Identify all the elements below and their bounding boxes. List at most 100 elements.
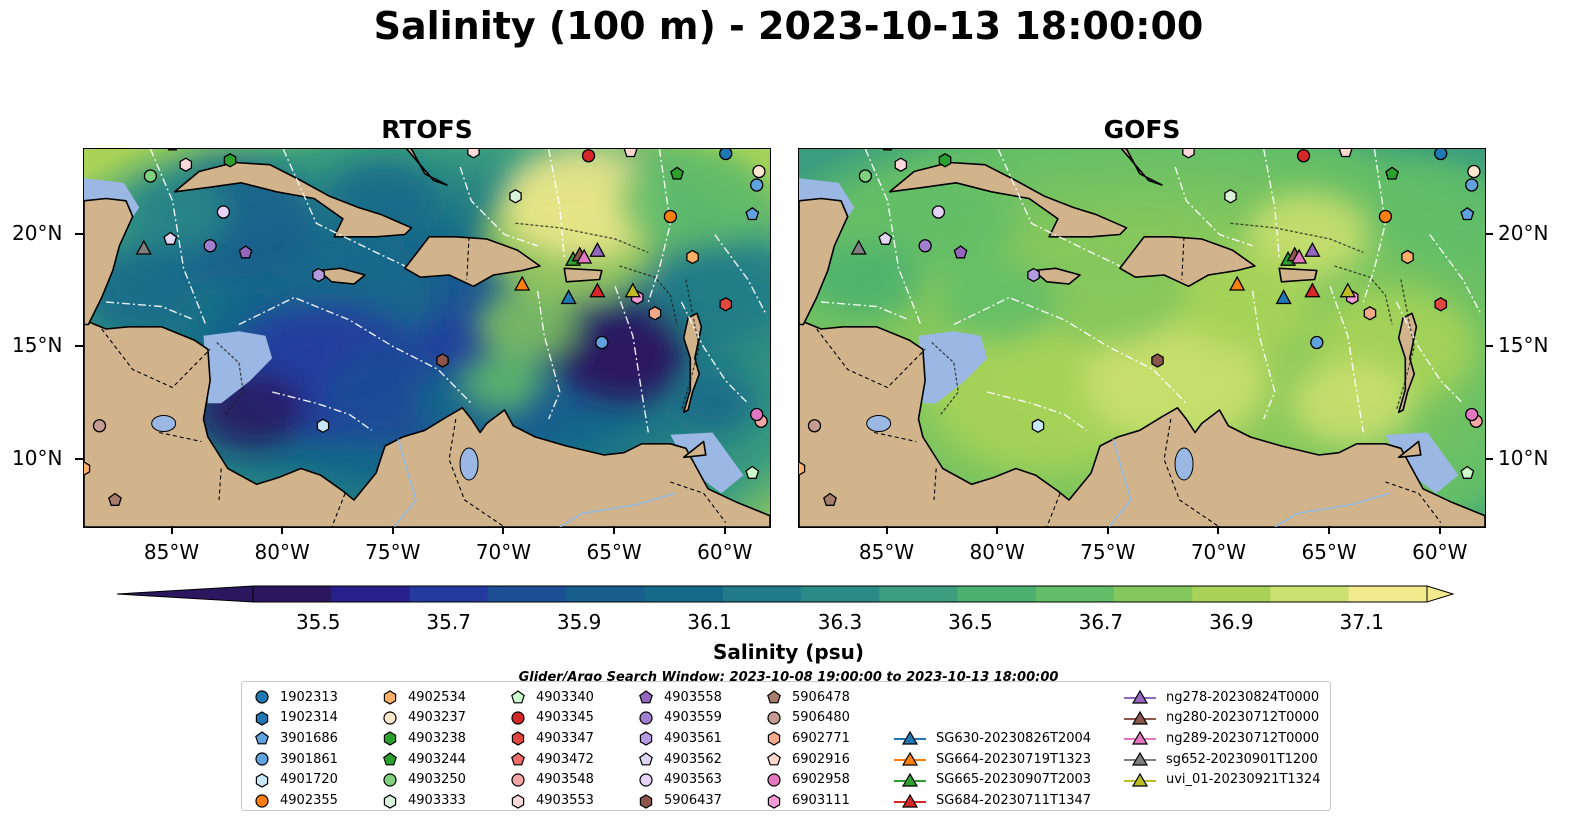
argo-marker-6902771 — [648, 306, 662, 321]
legend-label: 4903340 — [536, 689, 594, 705]
argo-marker-4903558 — [238, 245, 253, 259]
glider-legend-icon — [1124, 772, 1156, 787]
argo-marker-5906437 — [1151, 353, 1164, 368]
land-puerto-rico — [1278, 267, 1318, 283]
argo-marker-4903559 — [918, 239, 932, 253]
argo-marker-3901861 — [1310, 335, 1324, 350]
lon-tick-mark — [502, 526, 505, 534]
legend-item-5906478: 5906478 — [766, 687, 850, 707]
colorbar-segment — [331, 586, 411, 602]
argo-marker-1902313 — [719, 149, 733, 161]
colorbar-tick-label: 35.7 — [426, 610, 471, 634]
legend-label: 4901720 — [280, 772, 338, 788]
lon-tick-mark — [170, 526, 173, 534]
lon-tick-label: 65°W — [1301, 540, 1357, 564]
legend-item-5906437: 5906437 — [638, 791, 722, 811]
legend-label: 4903558 — [664, 689, 722, 705]
lon-tick-mark — [613, 526, 616, 534]
argo-marker-5906478 — [823, 492, 837, 506]
land-jamaica — [317, 267, 366, 285]
legend-label: 5906478 — [792, 689, 850, 705]
lon-tick-label: 75°W — [1080, 540, 1136, 564]
argo-legend-icon — [511, 793, 525, 809]
legend-item-1902314: 1902314 — [254, 708, 338, 728]
glider-marker-ng278-20230824T0000 — [1304, 241, 1321, 257]
glider-legend-icon — [1124, 689, 1156, 704]
legend-item-4903553: 4903553 — [510, 791, 594, 811]
argo-legend-icon — [255, 773, 269, 788]
argo-legend-icon — [511, 690, 525, 704]
legend-item-SG630-20230826T2004: SG630-20230826T2004 — [894, 728, 1091, 748]
argo-marker-4903333 — [1224, 189, 1237, 204]
argo-marker-4902534 — [1401, 249, 1414, 265]
land-central-america — [84, 319, 770, 527]
legend-item-4903472: 4903472 — [510, 749, 594, 769]
argo-legend-icon — [767, 690, 781, 704]
argo-marker-3901861 — [595, 335, 609, 350]
colorbar-tick-label: 36.7 — [1078, 610, 1124, 634]
lat-tick-label-left: 10°N — [12, 445, 63, 470]
legend-item-4903548: 4903548 — [510, 770, 594, 790]
legend-label: ng280-20230712T0000 — [1166, 710, 1320, 726]
argo-legend-icon — [639, 711, 653, 725]
argo-legend-icon — [383, 731, 397, 747]
legend-item-ng289-20230712T0000: ng289-20230712T0000 — [1124, 728, 1319, 748]
legend-item-3901861: 3901861 — [254, 749, 338, 769]
argo-legend-icon — [639, 793, 653, 809]
argo-legend-icon — [383, 752, 397, 766]
lat-tick-mark — [75, 345, 83, 347]
lon-tick-label: 80°W — [254, 540, 310, 564]
legend-label: 6902958 — [792, 772, 850, 788]
argo-marker-4903553 — [894, 157, 908, 172]
colorbar-segment — [957, 586, 1037, 602]
argo-marker-4903250 — [858, 169, 873, 183]
legend-label: 5906437 — [664, 793, 722, 808]
colorbar-tick-label: 35.9 — [556, 610, 602, 634]
lon-tick-mark — [1328, 526, 1331, 534]
argo-legend-icon — [255, 793, 269, 808]
legend-item-1902313: 1902313 — [254, 687, 338, 707]
land-yucatan — [84, 197, 134, 326]
glider-marker-uvi_01-20230921T1324 — [1339, 282, 1356, 298]
land-lesser-antilles — [1397, 312, 1418, 414]
lon-tick-label: 60°W — [1412, 540, 1468, 564]
legend-item-4903238: 4903238 — [382, 728, 466, 748]
colorbar-tick-label: 36.1 — [687, 610, 732, 634]
legend-label: 4903562 — [664, 751, 722, 767]
argo-marker-4903562 — [163, 231, 178, 245]
argo-legend-icon — [383, 711, 397, 725]
argo-marker-4903563 — [216, 205, 231, 219]
lat-tick-mark — [1485, 232, 1493, 235]
legend-label: 4903345 — [536, 710, 594, 726]
legend-label: 4903333 — [408, 793, 466, 808]
argo-marker-6902916 — [1338, 149, 1353, 158]
argo-marker-4903345 — [1296, 149, 1311, 163]
colorbar-tick-label: 36.5 — [948, 610, 993, 634]
legend-label: 4903250 — [408, 772, 466, 788]
colorbar-segment — [644, 586, 724, 602]
glider-marker-SG664-20230719T1323 — [514, 275, 531, 291]
legend-item-3901686: 3901686 — [254, 728, 338, 748]
land-cuba — [888, 161, 1128, 238]
argo-legend-icon — [639, 690, 653, 704]
colorbar — [116, 585, 1455, 603]
argo-marker-4903561 — [1027, 267, 1040, 283]
argo-marker-4903553 — [467, 149, 480, 159]
lon-tick-label: 85°W — [858, 540, 915, 564]
argo-marker-4903561 — [312, 267, 325, 283]
legend-label: sg652-20230901T1200 — [1166, 751, 1318, 767]
lon-tick-label: 85°W — [143, 540, 200, 564]
legend-label: 4903561 — [664, 730, 722, 746]
lon-tick-mark — [1106, 526, 1109, 534]
colorbar-tick-label: 37.1 — [1339, 610, 1385, 634]
legend-item-ng278-20230824T0000: ng278-20230824T0000 — [1124, 687, 1319, 707]
lat-tick-label-right: 15°N — [1498, 333, 1549, 357]
glider-marker-uvi_01-20230921T1324 — [624, 282, 641, 298]
map-panel-gofs — [798, 148, 1486, 528]
argo-marker-4903244 — [670, 166, 684, 180]
argo-marker-4903472 — [167, 149, 178, 151]
argo-marker-6902916 — [623, 149, 638, 158]
argo-legend-icon — [511, 711, 525, 725]
legend-label: 4903559 — [664, 710, 722, 726]
lat-tick-mark — [75, 232, 83, 235]
